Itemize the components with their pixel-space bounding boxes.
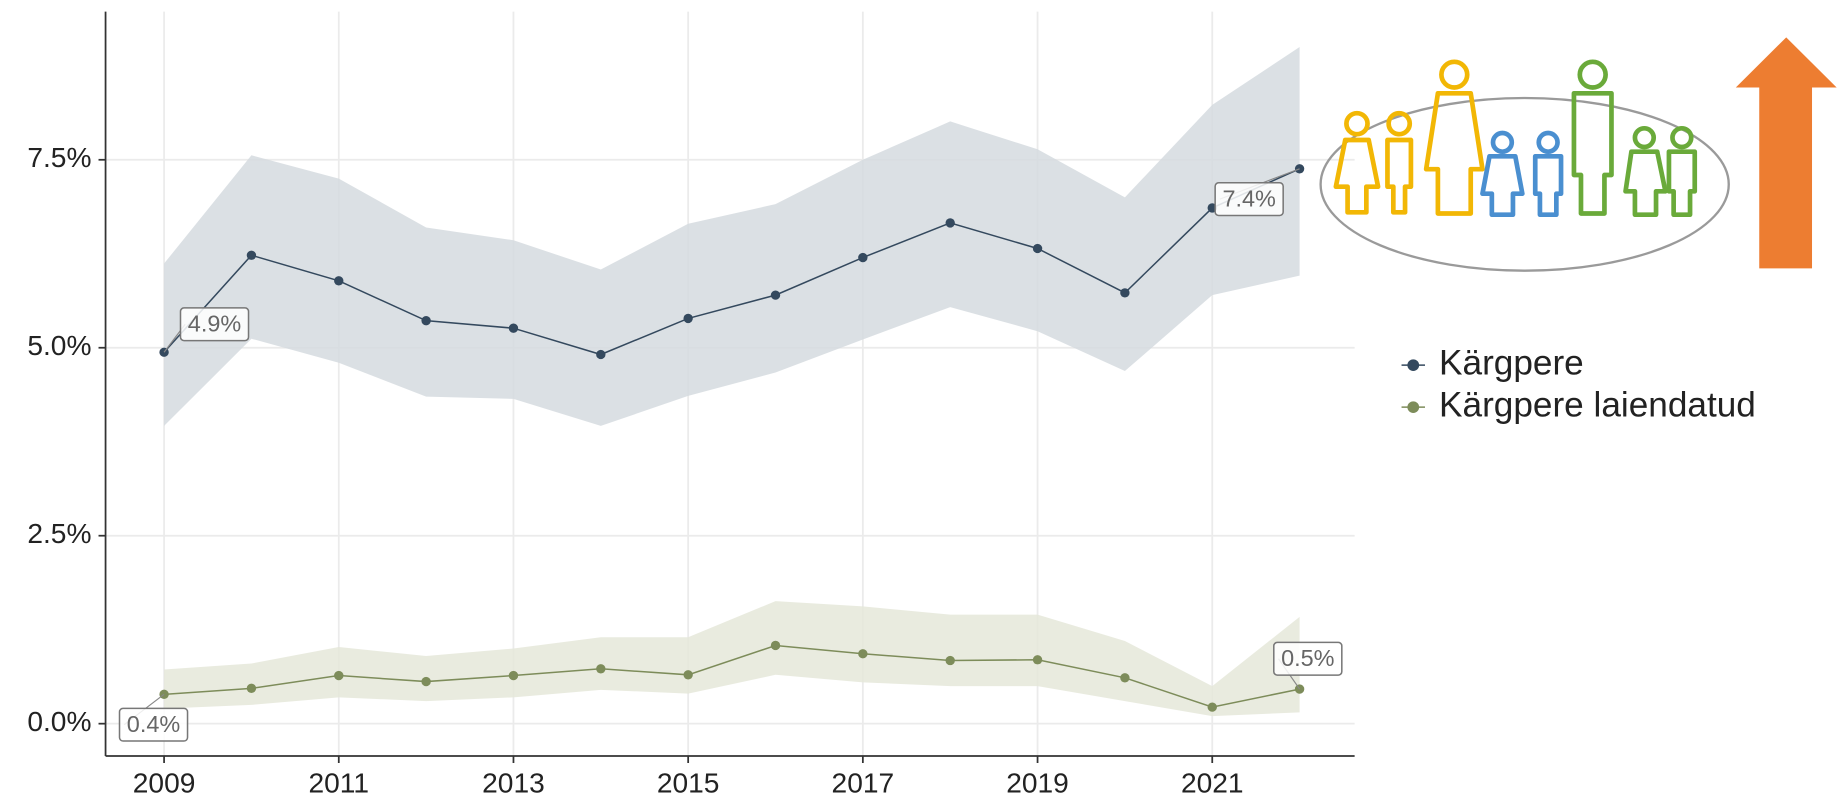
- y-tick-label: 7.5%: [27, 142, 91, 173]
- series-line: [163, 168, 1300, 356]
- data-point: [421, 676, 431, 687]
- data-point: [1120, 673, 1130, 683]
- data-point: [945, 218, 955, 228]
- data-point: [683, 313, 693, 324]
- x-tick-label: 2019: [1006, 768, 1069, 799]
- data-point: [770, 640, 781, 651]
- plot-area: 2009 2011 2013 2015 2017 2019 2021 0.0% 2.5% 5.0%…: [27, 11, 1355, 799]
- data-label: 7.4%: [1222, 186, 1275, 212]
- data-point: [508, 670, 519, 681]
- data-label: 0.5%: [1281, 645, 1334, 671]
- y-tick-label: 0.0%: [27, 706, 91, 737]
- data-point: [770, 290, 781, 300]
- x-tick-label: 2009: [133, 768, 196, 799]
- series-line: [164, 644, 1300, 708]
- legend-marker: [1407, 359, 1420, 371]
- legend-marker: [1407, 401, 1420, 413]
- family-icon: [1319, 59, 1730, 272]
- x-tick-label: 2011: [309, 768, 370, 799]
- x-tick-label: 2017: [832, 768, 895, 799]
- data-point: [596, 664, 606, 674]
- legend-label: Kärgpere laiendatud: [1439, 385, 1756, 424]
- data-point: [1120, 288, 1130, 298]
- data-point: [945, 655, 955, 666]
- up-arrow: [1735, 37, 1837, 269]
- data-point: [683, 670, 693, 680]
- data-point: [421, 316, 431, 326]
- data-point: [334, 276, 344, 286]
- legend-label: Kärgpere: [1439, 343, 1584, 382]
- data-point: [1032, 655, 1043, 665]
- confidence-band: [164, 601, 1300, 717]
- label-box: [118, 707, 189, 742]
- confidence-band: [164, 47, 1300, 426]
- label-box: [1273, 641, 1343, 676]
- label-box: [1214, 182, 1284, 217]
- data-point: [246, 683, 257, 693]
- data-label: 4.9%: [188, 311, 241, 337]
- x-tick-label: 2021: [1181, 768, 1244, 799]
- data-point: [858, 252, 868, 263]
- label-box: [179, 307, 250, 342]
- data-point: [596, 349, 606, 360]
- data-label: 0.4%: [127, 711, 180, 737]
- y-tick-label: 5.0%: [27, 330, 91, 361]
- data-point: [1207, 702, 1217, 712]
- x-tick-label: 2013: [482, 768, 545, 799]
- data-point: [858, 649, 868, 659]
- data-point: [508, 323, 519, 333]
- data-point: [334, 670, 344, 681]
- x-tick-label: 2015: [657, 768, 720, 799]
- data-point: [1032, 243, 1043, 254]
- y-tick-label: 2.5%: [27, 518, 91, 549]
- data-point: [246, 250, 257, 260]
